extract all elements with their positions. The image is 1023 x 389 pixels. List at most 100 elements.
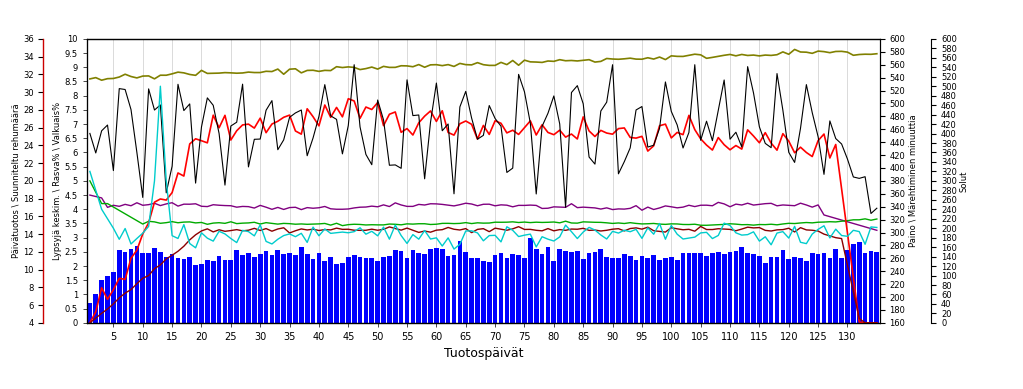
Bar xyxy=(240,255,244,323)
Bar xyxy=(522,258,527,323)
Bar xyxy=(463,252,469,323)
Bar xyxy=(311,259,315,323)
Bar xyxy=(335,265,339,323)
Bar xyxy=(616,258,621,323)
Bar xyxy=(787,259,791,323)
Bar xyxy=(181,259,186,323)
Bar xyxy=(299,247,304,323)
Bar xyxy=(205,260,210,323)
Bar xyxy=(270,255,274,323)
Bar xyxy=(551,261,557,323)
Bar xyxy=(305,254,310,323)
Bar xyxy=(810,253,814,323)
Bar xyxy=(470,258,474,323)
Bar xyxy=(258,254,263,323)
Bar xyxy=(293,255,298,323)
Bar xyxy=(704,256,709,323)
Bar xyxy=(140,253,145,323)
Bar xyxy=(652,254,656,323)
Bar xyxy=(187,257,192,323)
Bar xyxy=(134,246,139,323)
Bar xyxy=(316,253,321,323)
Bar xyxy=(534,249,538,323)
Bar xyxy=(510,254,515,323)
Bar xyxy=(228,261,233,323)
Bar xyxy=(164,257,169,323)
Bar xyxy=(646,258,651,323)
Bar xyxy=(123,252,128,323)
Bar xyxy=(763,263,767,323)
Bar xyxy=(93,294,98,323)
Bar xyxy=(117,250,122,323)
Bar xyxy=(798,258,803,323)
Bar xyxy=(487,262,492,323)
Bar xyxy=(746,253,750,323)
Bar xyxy=(869,251,874,323)
Bar xyxy=(693,253,697,323)
Bar xyxy=(158,252,163,323)
Bar xyxy=(358,257,362,323)
Bar xyxy=(234,250,239,323)
Bar xyxy=(112,272,116,323)
Bar xyxy=(211,261,216,323)
Bar xyxy=(252,258,257,323)
Bar xyxy=(575,251,580,323)
Bar xyxy=(199,264,204,323)
Bar xyxy=(699,253,703,323)
Bar xyxy=(375,261,380,323)
Bar xyxy=(146,254,151,323)
Bar xyxy=(768,257,773,323)
Bar xyxy=(757,256,762,323)
Bar xyxy=(275,250,280,323)
Bar xyxy=(628,256,632,323)
Bar xyxy=(422,254,427,323)
Y-axis label: Paino \ Märehtiminen minuuttia: Paino \ Märehtiminen minuuttia xyxy=(908,115,918,247)
Bar xyxy=(675,260,679,323)
Bar xyxy=(446,256,450,323)
Bar xyxy=(517,256,521,323)
Bar xyxy=(558,249,562,323)
Bar xyxy=(598,249,604,323)
Bar xyxy=(440,249,445,323)
Bar xyxy=(352,256,356,323)
Bar xyxy=(716,252,720,323)
Bar xyxy=(105,276,109,323)
Bar xyxy=(727,252,732,323)
Bar xyxy=(475,258,480,323)
Y-axis label: Päivätuotos \ Suunniteltu rehumäärä: Päivätuotos \ Suunniteltu rehumäärä xyxy=(11,103,20,258)
Bar xyxy=(845,250,850,323)
Bar xyxy=(774,258,780,323)
Bar xyxy=(828,258,832,323)
Bar xyxy=(605,256,609,323)
Bar xyxy=(722,254,726,323)
Bar xyxy=(733,251,739,323)
Bar xyxy=(680,253,685,323)
Bar xyxy=(99,280,104,323)
Bar xyxy=(416,252,421,323)
Bar xyxy=(610,258,615,323)
Bar xyxy=(434,249,439,323)
Bar xyxy=(346,258,351,323)
Bar xyxy=(387,256,392,323)
Bar xyxy=(751,254,756,323)
Bar xyxy=(839,258,844,323)
Bar xyxy=(857,242,861,323)
Bar xyxy=(176,258,180,323)
Bar xyxy=(405,258,409,323)
Bar xyxy=(740,247,744,323)
Bar xyxy=(710,253,715,323)
Bar xyxy=(328,256,333,323)
Bar xyxy=(193,265,197,323)
Bar xyxy=(669,258,673,323)
Bar xyxy=(592,252,597,323)
Bar xyxy=(862,253,868,323)
Bar xyxy=(504,258,509,323)
Bar xyxy=(821,252,827,323)
Bar xyxy=(528,238,533,323)
Bar xyxy=(382,258,386,323)
Bar xyxy=(247,253,251,323)
Bar xyxy=(369,258,374,323)
Bar xyxy=(152,248,157,323)
Bar xyxy=(792,257,797,323)
Bar xyxy=(410,251,415,323)
